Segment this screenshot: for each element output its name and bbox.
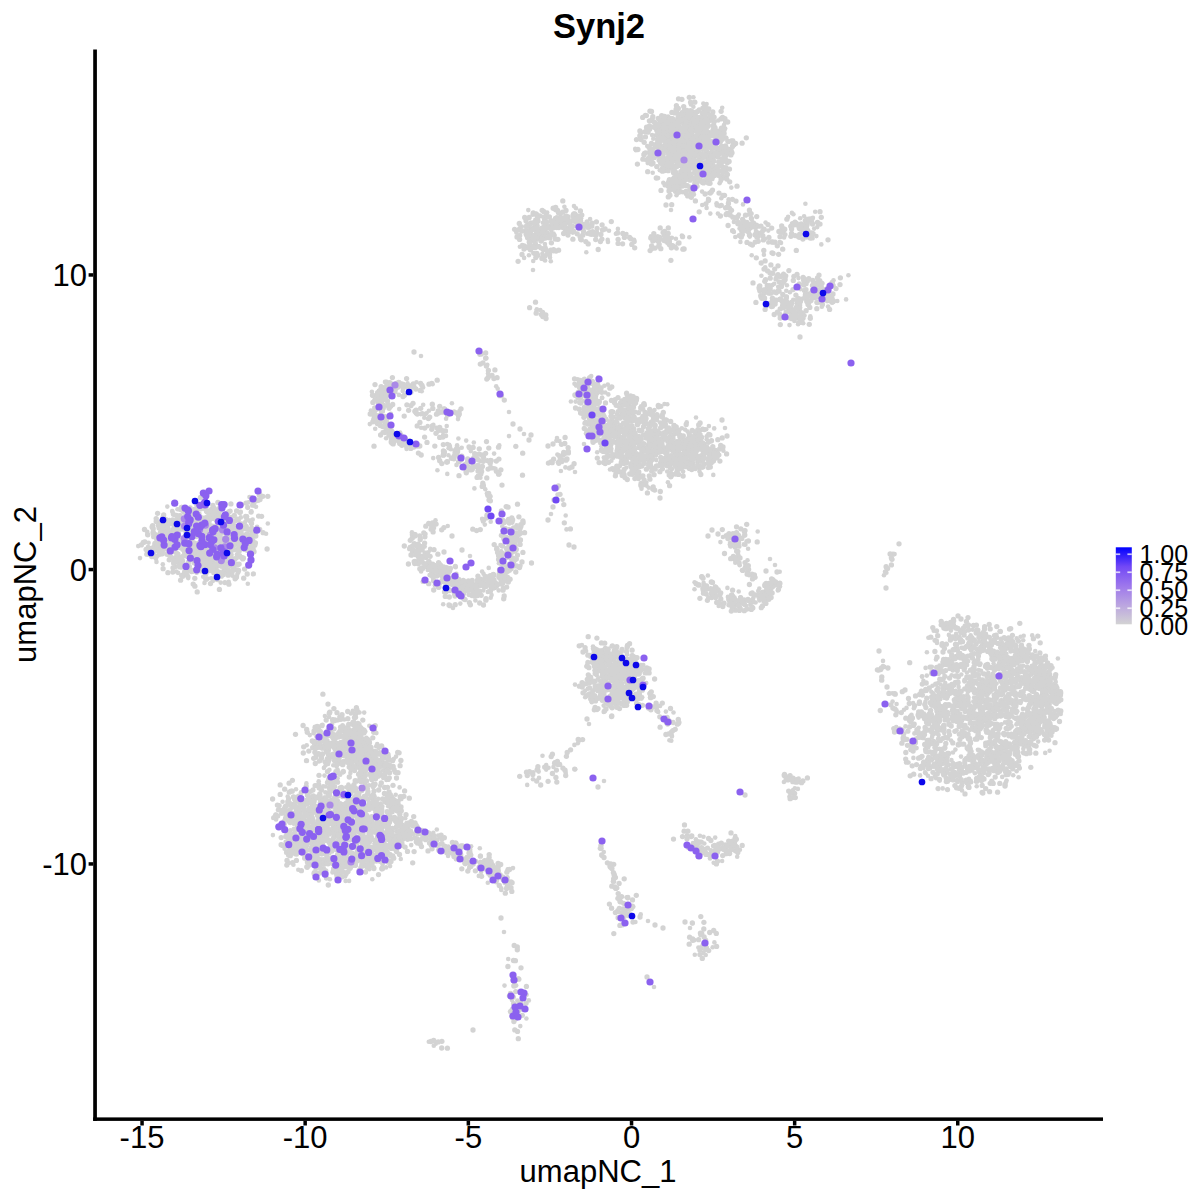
svg-text:0: 0 bbox=[623, 1120, 640, 1155]
svg-text:10: 10 bbox=[53, 258, 87, 293]
svg-text:umapNC_1: umapNC_1 bbox=[520, 1154, 677, 1189]
svg-text:10: 10 bbox=[941, 1120, 975, 1155]
svg-text:-10: -10 bbox=[283, 1120, 328, 1155]
svg-text:-10: -10 bbox=[42, 847, 87, 882]
svg-text:0: 0 bbox=[70, 553, 87, 588]
svg-text:Synj2: Synj2 bbox=[553, 7, 645, 45]
svg-text:5: 5 bbox=[786, 1120, 803, 1155]
svg-text:umapNC_2: umapNC_2 bbox=[8, 506, 43, 663]
svg-text:-5: -5 bbox=[455, 1120, 483, 1155]
svg-text:-15: -15 bbox=[120, 1120, 165, 1155]
svg-text:0.00: 0.00 bbox=[1140, 612, 1189, 640]
